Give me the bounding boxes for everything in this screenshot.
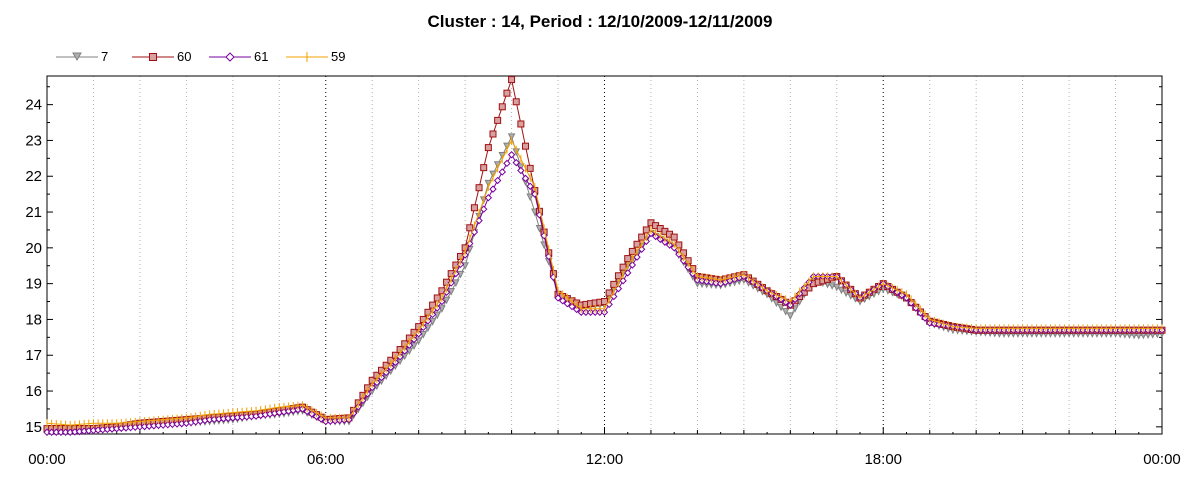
data-point-61 bbox=[498, 168, 506, 176]
data-point-61 bbox=[484, 194, 493, 202]
data-point-61 bbox=[526, 182, 534, 190]
x-tick-label: 18:00 bbox=[864, 451, 902, 468]
y-tick-label: 22 bbox=[25, 168, 42, 185]
y-tick-label: 24 bbox=[25, 97, 42, 114]
data-point-7 bbox=[535, 225, 544, 233]
data-point-60 bbox=[517, 120, 525, 128]
legend-swatch-59 bbox=[286, 52, 328, 62]
data-point-7 bbox=[442, 296, 451, 305]
data-point-60 bbox=[466, 224, 474, 232]
data-point-60 bbox=[601, 298, 608, 306]
data-point-7 bbox=[526, 193, 534, 202]
data-point-60 bbox=[475, 184, 483, 192]
data-point-61 bbox=[554, 294, 562, 302]
y-tick-label: 20 bbox=[25, 240, 42, 257]
data-point-61 bbox=[624, 269, 632, 277]
series-line-59 bbox=[46, 139, 1162, 426]
data-point-60 bbox=[484, 144, 492, 152]
legend-label-7: 7 bbox=[101, 49, 109, 64]
data-point-7 bbox=[777, 303, 785, 312]
data-point-7 bbox=[447, 288, 455, 296]
data-point-61 bbox=[572, 305, 581, 314]
data-point-7 bbox=[781, 308, 790, 316]
y-tick-label: 23 bbox=[25, 132, 42, 149]
data-point-60 bbox=[480, 164, 488, 172]
data-point-7 bbox=[428, 318, 437, 326]
data-point-7 bbox=[424, 324, 432, 333]
data-point-61 bbox=[614, 284, 623, 293]
y-tick-label: 21 bbox=[25, 204, 42, 221]
legend-swatch-60 bbox=[132, 53, 174, 61]
x-tick-label: 06:00 bbox=[307, 451, 345, 468]
data-point-60 bbox=[512, 98, 520, 106]
data-point-60 bbox=[494, 116, 502, 124]
data-point-60 bbox=[614, 272, 622, 280]
data-point-61 bbox=[489, 185, 497, 193]
y-tick-label: 17 bbox=[25, 347, 42, 364]
legend-label-60: 60 bbox=[177, 49, 192, 64]
data-point-60 bbox=[619, 263, 627, 271]
legend-label-61: 61 bbox=[254, 49, 269, 64]
y-tick-label: 18 bbox=[25, 311, 42, 328]
data-point-61 bbox=[507, 151, 516, 159]
data-point-60 bbox=[522, 142, 530, 150]
data-point-60 bbox=[526, 164, 534, 172]
y-tick-label: 15 bbox=[25, 419, 42, 436]
x-tick-label: 12:00 bbox=[586, 451, 624, 468]
data-point-7 bbox=[419, 330, 428, 339]
x-tick-label: 00:00 bbox=[1143, 451, 1181, 468]
data-point-61 bbox=[628, 261, 637, 269]
y-tick-label: 16 bbox=[25, 383, 42, 400]
data-point-61 bbox=[512, 158, 520, 167]
data-point-7 bbox=[433, 311, 442, 320]
data-point-61 bbox=[619, 277, 627, 285]
data-point-60 bbox=[610, 280, 618, 288]
data-point-60 bbox=[624, 255, 632, 263]
data-point-61 bbox=[558, 297, 567, 305]
legend-swatch-61 bbox=[209, 52, 251, 62]
data-point-60 bbox=[433, 294, 441, 302]
data-point-7 bbox=[456, 270, 465, 279]
data-point-60 bbox=[628, 247, 636, 255]
data-point-60 bbox=[503, 89, 511, 97]
data-point-61 bbox=[517, 166, 525, 175]
data-point-61 bbox=[633, 253, 641, 261]
legend-label-59: 59 bbox=[331, 49, 346, 64]
data-point-61 bbox=[563, 299, 572, 308]
data-point-60 bbox=[489, 130, 497, 138]
data-point-7 bbox=[438, 305, 446, 313]
data-point-60 bbox=[498, 103, 506, 111]
y-tick-label: 19 bbox=[25, 276, 42, 293]
data-point-61 bbox=[480, 205, 488, 213]
data-point-61 bbox=[493, 176, 502, 185]
data-point-61 bbox=[503, 159, 511, 168]
legend-swatch-7 bbox=[56, 52, 98, 62]
data-point-60 bbox=[633, 240, 641, 248]
data-point-60 bbox=[470, 204, 478, 212]
data-point-60 bbox=[670, 233, 678, 241]
data-point-60 bbox=[605, 289, 613, 297]
x-tick-label: 00:00 bbox=[28, 451, 66, 468]
data-point-60 bbox=[642, 226, 650, 234]
data-point-7 bbox=[786, 312, 795, 320]
data-point-60 bbox=[508, 76, 516, 84]
data-point-60 bbox=[638, 233, 646, 241]
data-point-61 bbox=[568, 302, 576, 311]
data-point-61 bbox=[521, 174, 530, 183]
chart-title: Cluster : 14, Period : 12/10/2009-12/11/… bbox=[427, 12, 773, 31]
